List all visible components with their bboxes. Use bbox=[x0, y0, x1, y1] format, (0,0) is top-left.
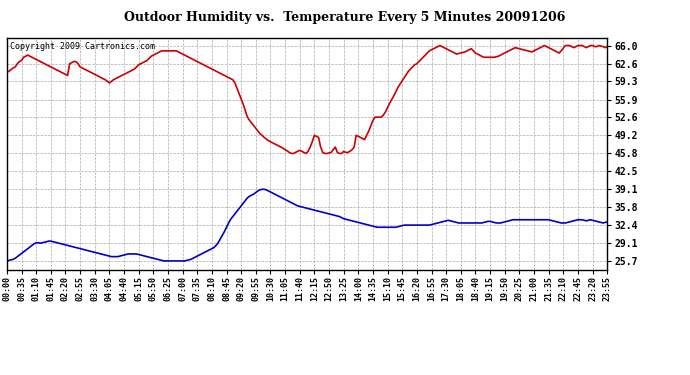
Text: Copyright 2009 Cartronics.com: Copyright 2009 Cartronics.com bbox=[10, 42, 155, 51]
Text: Outdoor Humidity vs.  Temperature Every 5 Minutes 20091206: Outdoor Humidity vs. Temperature Every 5… bbox=[124, 11, 566, 24]
